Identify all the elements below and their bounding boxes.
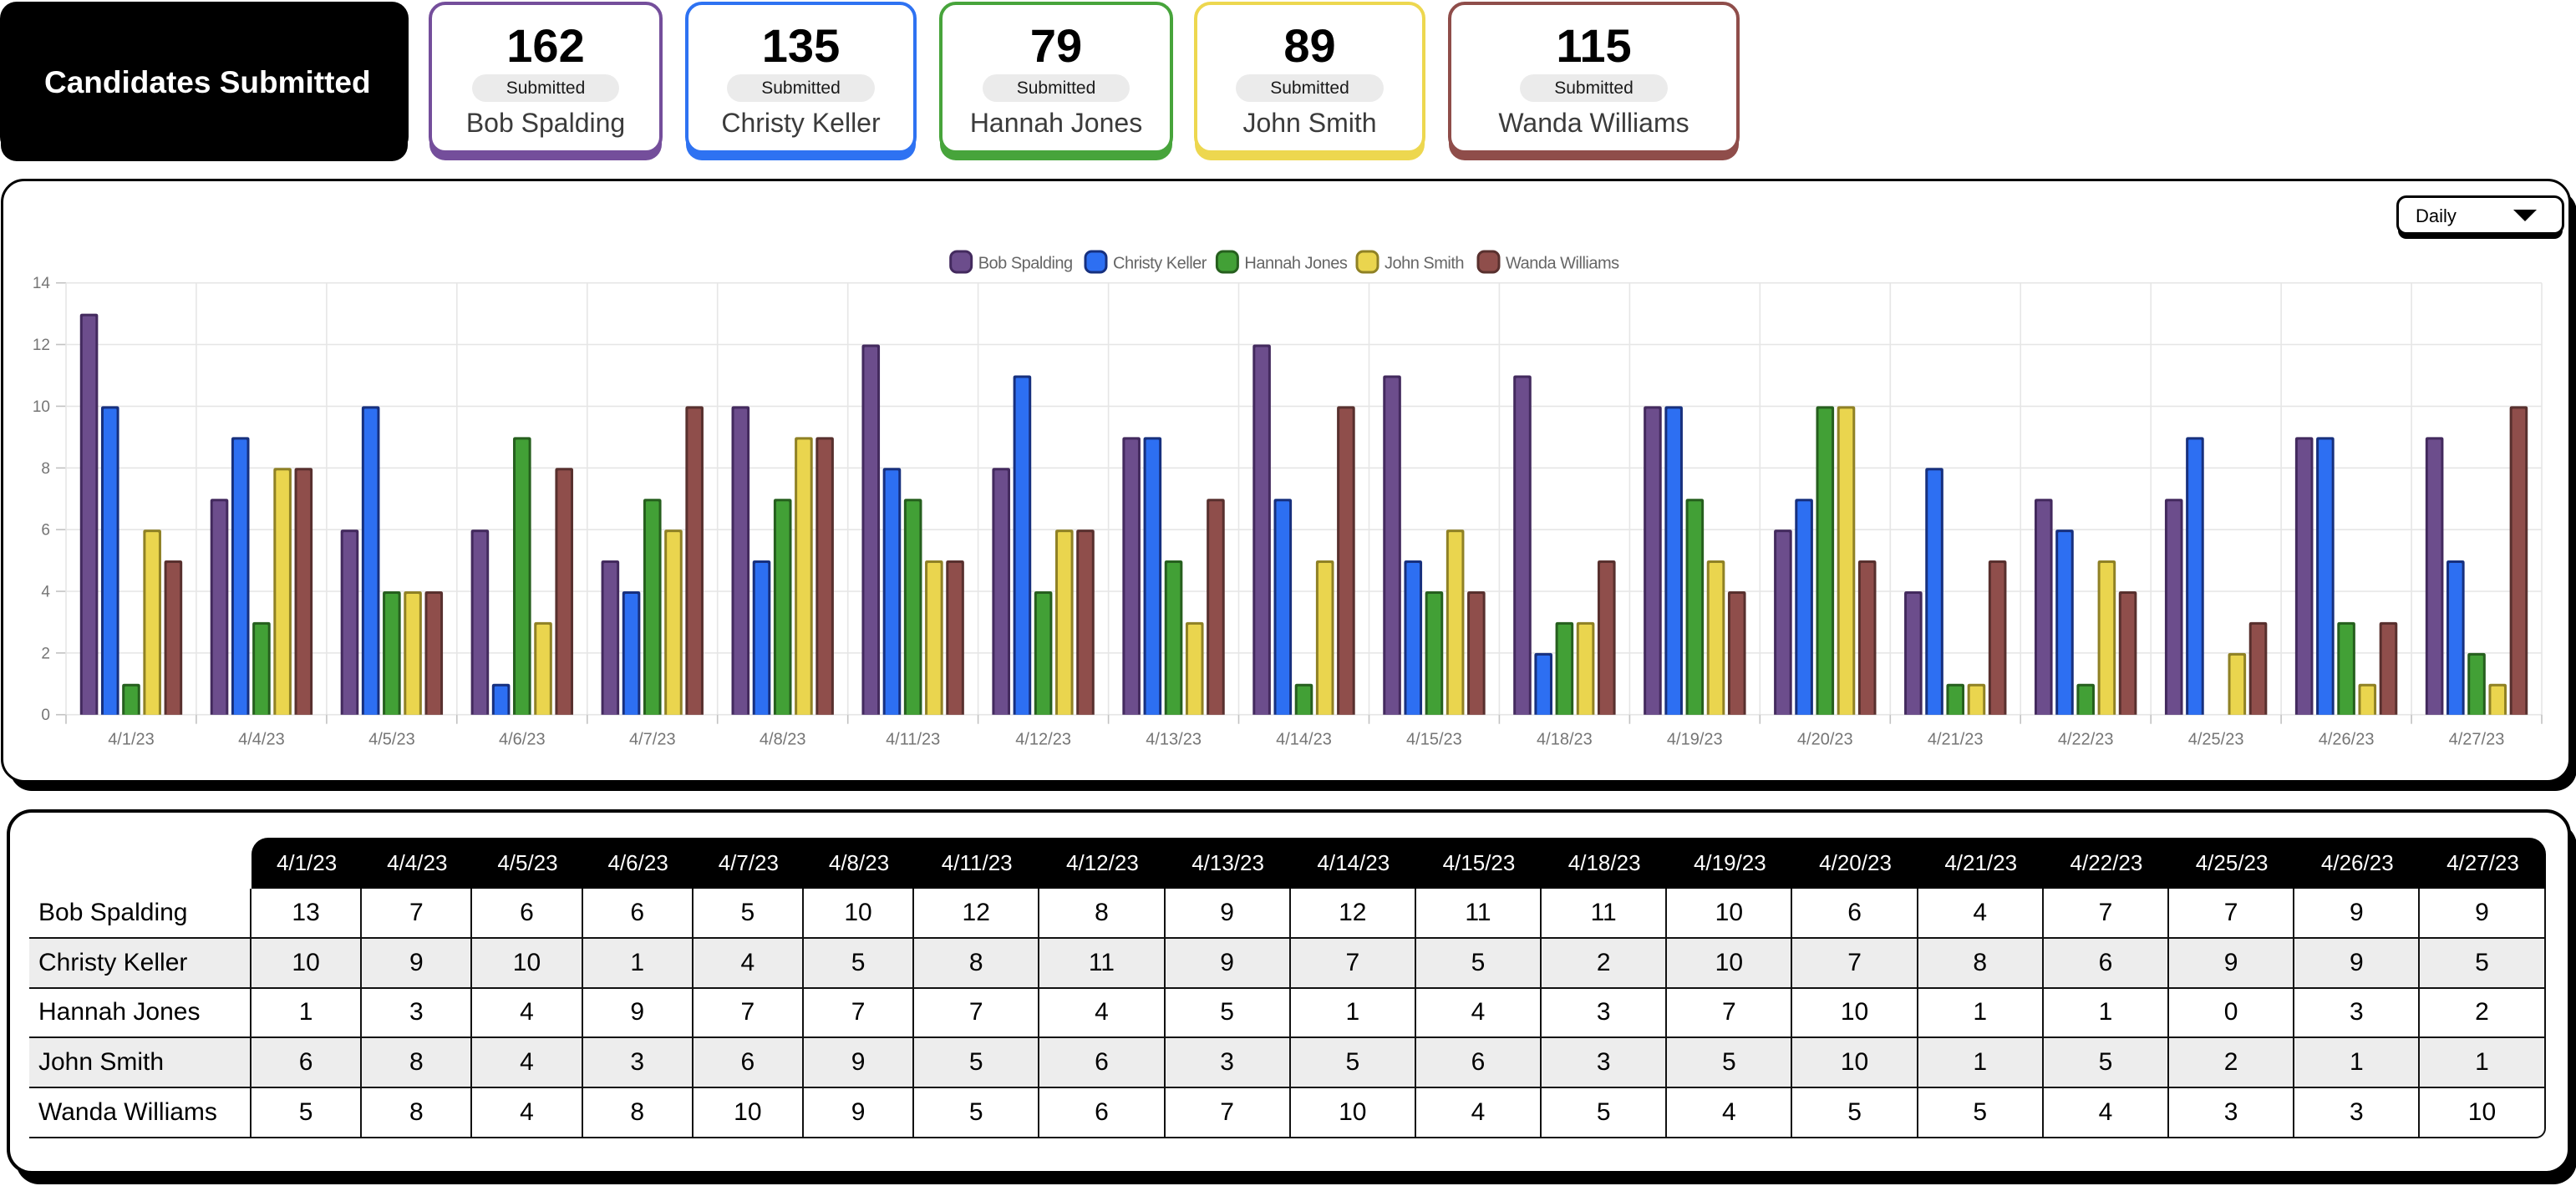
svg-text:8: 8 bbox=[41, 460, 50, 478]
svg-text:Bob Spalding: Bob Spalding bbox=[978, 255, 1073, 273]
svg-text:4: 4 bbox=[41, 584, 50, 601]
svg-text:4/6/23: 4/6/23 bbox=[499, 731, 546, 749]
svg-text:4/1/23: 4/1/23 bbox=[108, 731, 155, 749]
svg-text:Hannah Jones: Hannah Jones bbox=[1244, 255, 1347, 273]
svg-text:4/5/23: 4/5/23 bbox=[368, 731, 415, 749]
svg-text:4/7/23: 4/7/23 bbox=[629, 731, 676, 749]
svg-text:0: 0 bbox=[41, 707, 50, 724]
svg-text:4/20/23: 4/20/23 bbox=[1797, 731, 1853, 749]
svg-text:4/15/23: 4/15/23 bbox=[1406, 731, 1462, 749]
svg-text:4/26/23: 4/26/23 bbox=[2319, 731, 2375, 749]
svg-text:4/27/23: 4/27/23 bbox=[2449, 731, 2505, 749]
svg-text:4/22/23: 4/22/23 bbox=[2058, 731, 2114, 749]
svg-text:10: 10 bbox=[33, 398, 50, 416]
svg-text:4/19/23: 4/19/23 bbox=[1667, 731, 1723, 749]
svg-text:12: 12 bbox=[33, 337, 50, 354]
svg-text:4/14/23: 4/14/23 bbox=[1276, 731, 1332, 749]
svg-text:4/25/23: 4/25/23 bbox=[2188, 731, 2244, 749]
svg-text:4/18/23: 4/18/23 bbox=[1537, 731, 1593, 749]
svg-text:2: 2 bbox=[41, 645, 50, 662]
svg-text:Wanda Williams: Wanda Williams bbox=[1506, 255, 1619, 273]
svg-text:John Smith: John Smith bbox=[1385, 255, 1464, 273]
svg-text:14: 14 bbox=[33, 275, 51, 292]
svg-text:4/8/23: 4/8/23 bbox=[760, 731, 806, 749]
svg-text:Christy Keller: Christy Keller bbox=[1113, 255, 1207, 273]
svg-text:6: 6 bbox=[41, 522, 50, 540]
svg-text:4/21/23: 4/21/23 bbox=[1928, 731, 1984, 749]
svg-text:4/13/23: 4/13/23 bbox=[1146, 731, 1202, 749]
svg-text:4/11/23: 4/11/23 bbox=[886, 731, 940, 749]
svg-text:4/12/23: 4/12/23 bbox=[1015, 731, 1071, 749]
svg-text:4/4/23: 4/4/23 bbox=[238, 731, 285, 749]
